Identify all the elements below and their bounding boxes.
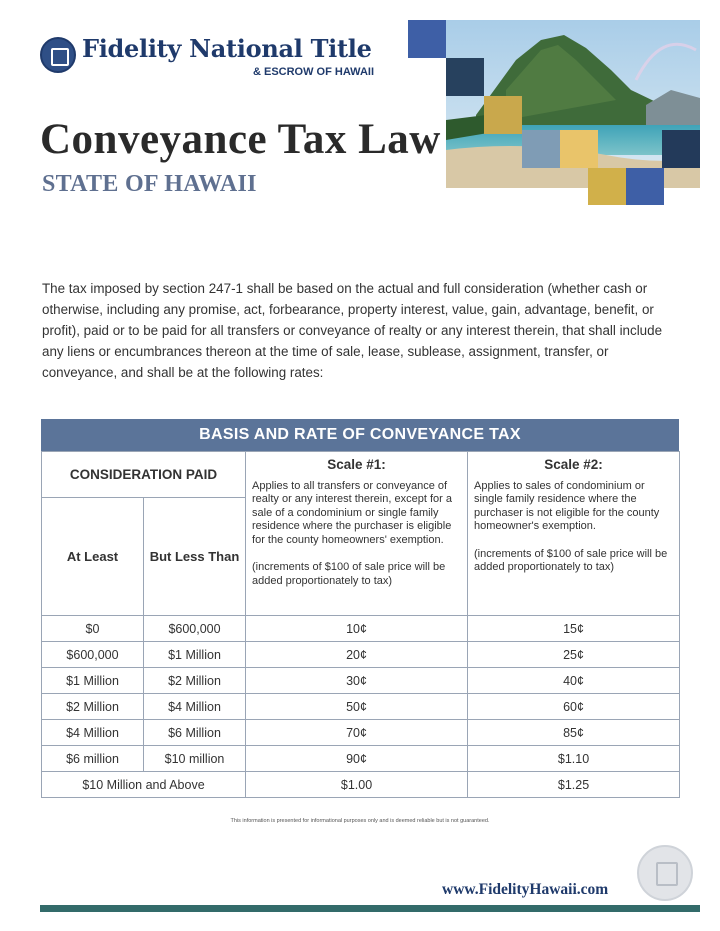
top-bracket-cell: $10 Million and Above bbox=[40, 771, 247, 798]
at-least-header: At Least bbox=[41, 497, 144, 616]
table-row: $1 Million $2 Million 30¢ 40¢ bbox=[41, 667, 681, 694]
website-link[interactable]: www.FidelityHawaii.com bbox=[442, 881, 609, 898]
at-least-cell: $600,000 bbox=[41, 641, 144, 668]
scale2-note: (increments of $100 of sale price will b… bbox=[474, 547, 668, 574]
scale2-title: Scale #2: bbox=[544, 457, 603, 472]
mosaic-square bbox=[446, 58, 484, 96]
disclaimer-text: This information is presented for inform… bbox=[230, 818, 490, 824]
title-seal-icon bbox=[40, 37, 76, 73]
mosaic-square bbox=[522, 130, 560, 168]
at-least-cell: $1 Million bbox=[41, 667, 144, 694]
conveyance-tax-table: BASIS AND RATE OF CONVEYANCE TAX CONSIDE… bbox=[40, 419, 681, 798]
hawaii-photo-mosaic bbox=[408, 20, 700, 205]
intro-paragraph: The tax imposed by section 247-1 shall b… bbox=[42, 281, 663, 380]
page-title: Conveyance Tax Law bbox=[40, 116, 441, 163]
table-row: $600,000 $1 Million 20¢ 25¢ bbox=[41, 641, 681, 668]
scale2-rate-cell: 40¢ bbox=[467, 667, 681, 694]
at-least-cell: $4 Million bbox=[41, 719, 144, 746]
scale1-rate-cell: 50¢ bbox=[245, 693, 469, 720]
scale1-rate-cell: 30¢ bbox=[245, 667, 469, 694]
scale2-header: Scale #2: Applies to sales of condominiu… bbox=[467, 451, 681, 616]
scale1-rate-cell: 20¢ bbox=[245, 641, 469, 668]
less-than-cell: $600,000 bbox=[142, 615, 247, 642]
table-row: $2 Million $4 Million 50¢ 60¢ bbox=[41, 693, 681, 720]
scale1-description: Applies to all transfers or conveyance o… bbox=[252, 479, 452, 546]
mosaic-square bbox=[560, 130, 598, 168]
footer-bar bbox=[40, 905, 700, 912]
at-least-cell: $2 Million bbox=[41, 693, 144, 720]
at-least-cell: $0 bbox=[41, 615, 144, 642]
table-row: $6 million $10 million 90¢ $1.10 bbox=[41, 745, 681, 772]
logo-subtitle: & ESCROW OF HAWAII bbox=[253, 66, 374, 78]
at-least-cell: $6 million bbox=[41, 745, 144, 772]
less-than-cell: $10 million bbox=[142, 745, 247, 772]
scale2-rate-cell: 15¢ bbox=[467, 615, 681, 642]
less-than-cell: $2 Million bbox=[142, 667, 247, 694]
less-than-cell: $6 Million bbox=[142, 719, 247, 746]
less-than-cell: $4 Million bbox=[142, 693, 247, 720]
realtor-badge-icon bbox=[637, 845, 693, 901]
scale1-rate-cell: $1.00 bbox=[245, 771, 469, 798]
company-logo: Fidelity National Title & ESCROW OF HAWA… bbox=[40, 34, 400, 80]
consideration-paid-header: CONSIDERATION PAID bbox=[40, 451, 247, 498]
scale2-description: Applies to sales of condominium or singl… bbox=[474, 479, 660, 533]
table-row: $4 Million $6 Million 70¢ 85¢ bbox=[41, 719, 681, 746]
mosaic-square bbox=[408, 20, 446, 58]
page-subtitle: STATE OF HAWAII bbox=[42, 171, 257, 197]
mosaic-square bbox=[626, 168, 664, 205]
scale2-rate-cell: $1.25 bbox=[467, 771, 681, 798]
scale1-rate-cell: 70¢ bbox=[245, 719, 469, 746]
scale2-rate-cell: 85¢ bbox=[467, 719, 681, 746]
scale2-rate-cell: 25¢ bbox=[467, 641, 681, 668]
logo-name: Fidelity National Title bbox=[82, 34, 372, 63]
table-row: $0 $600,000 10¢ 15¢ bbox=[41, 615, 681, 642]
table-row-last: $10 Million and Above $1.00 $1.25 bbox=[40, 771, 681, 798]
mosaic-square bbox=[484, 96, 522, 134]
scale2-rate-cell: $1.10 bbox=[467, 745, 681, 772]
scale1-header: Scale #1: Applies to all transfers or co… bbox=[245, 451, 469, 616]
but-less-than-header: But Less Than bbox=[142, 497, 247, 616]
scale1-rate-cell: 10¢ bbox=[245, 615, 469, 642]
scale2-rate-cell: 60¢ bbox=[467, 693, 681, 720]
scale1-title: Scale #1: bbox=[327, 457, 386, 472]
less-than-cell: $1 Million bbox=[142, 641, 247, 668]
mosaic-square bbox=[662, 130, 700, 168]
mosaic-square bbox=[588, 168, 626, 205]
scale1-rate-cell: 90¢ bbox=[245, 745, 469, 772]
table-heading: BASIS AND RATE OF CONVEYANCE TAX bbox=[41, 419, 679, 451]
scale1-note: (increments of $100 of sale price will b… bbox=[252, 561, 446, 587]
